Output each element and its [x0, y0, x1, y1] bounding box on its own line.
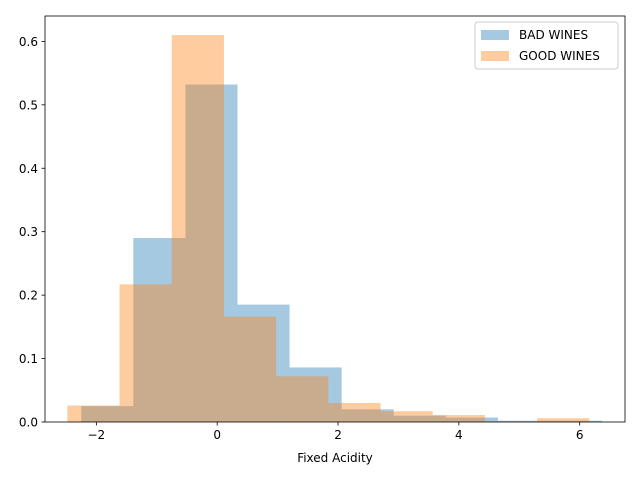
axes-frame — [44, 15, 626, 423]
x-axis-label: Fixed Acidity — [297, 451, 373, 465]
legend-box — [474, 21, 619, 70]
bar-series0-bin0 — [81, 406, 134, 422]
bar-series1-bin7 — [432, 415, 485, 422]
bar-series0-bin9 — [549, 420, 603, 422]
bar-series0-bin8 — [497, 420, 550, 422]
bar-series1-bin3 — [223, 316, 277, 422]
bar-series0-bin4 — [289, 367, 342, 422]
y-tick-label: 0.1 — [19, 352, 38, 366]
bar-series1-bin2 — [171, 35, 224, 422]
legend-swatch-0 — [481, 30, 509, 40]
bar-series0-bin7 — [445, 417, 498, 422]
bar-series1-bin9 — [537, 418, 590, 422]
bar-series1-bin0 — [67, 405, 120, 422]
bar-series0-bin6 — [393, 415, 446, 422]
legend-label-1: GOOD WINES — [519, 49, 600, 63]
legend: BAD WINES GOOD WINES — [474, 21, 619, 70]
y-tick-label: 0.3 — [19, 225, 38, 239]
x-tick-label: 6 — [576, 428, 584, 442]
y-tick-label: 0.2 — [19, 289, 38, 303]
bar-series0-bin2 — [185, 84, 238, 422]
bar-series0-bin5 — [341, 409, 394, 422]
bar-series1-bin6 — [380, 411, 433, 422]
bar-series0-bin3 — [237, 304, 290, 422]
bar-series1-bin4 — [276, 376, 329, 422]
x-tick-label: 2 — [334, 428, 342, 442]
x-tick-label: 0 — [213, 428, 221, 442]
y-tick-label: 0.5 — [19, 98, 38, 112]
axes-layer: −2 0 2 4 6 0.0 0.1 0.2 0.3 0.4 0.5 0.6 — [19, 15, 626, 442]
legend-swatch-1 — [481, 51, 509, 61]
legend-label-0: BAD WINES — [519, 28, 588, 42]
bar-series1-bin1 — [119, 284, 172, 422]
x-tick-label: 4 — [455, 428, 463, 442]
y-tick-label: 0.6 — [19, 35, 38, 49]
x-tick-label: −2 — [88, 428, 106, 442]
y-tick-label: 0.4 — [19, 162, 38, 176]
bar-series0-bin1 — [133, 238, 186, 422]
bars-layer — [67, 35, 603, 422]
y-tick-label: 0.0 — [19, 416, 38, 430]
bar-series1-bin5 — [328, 402, 381, 422]
